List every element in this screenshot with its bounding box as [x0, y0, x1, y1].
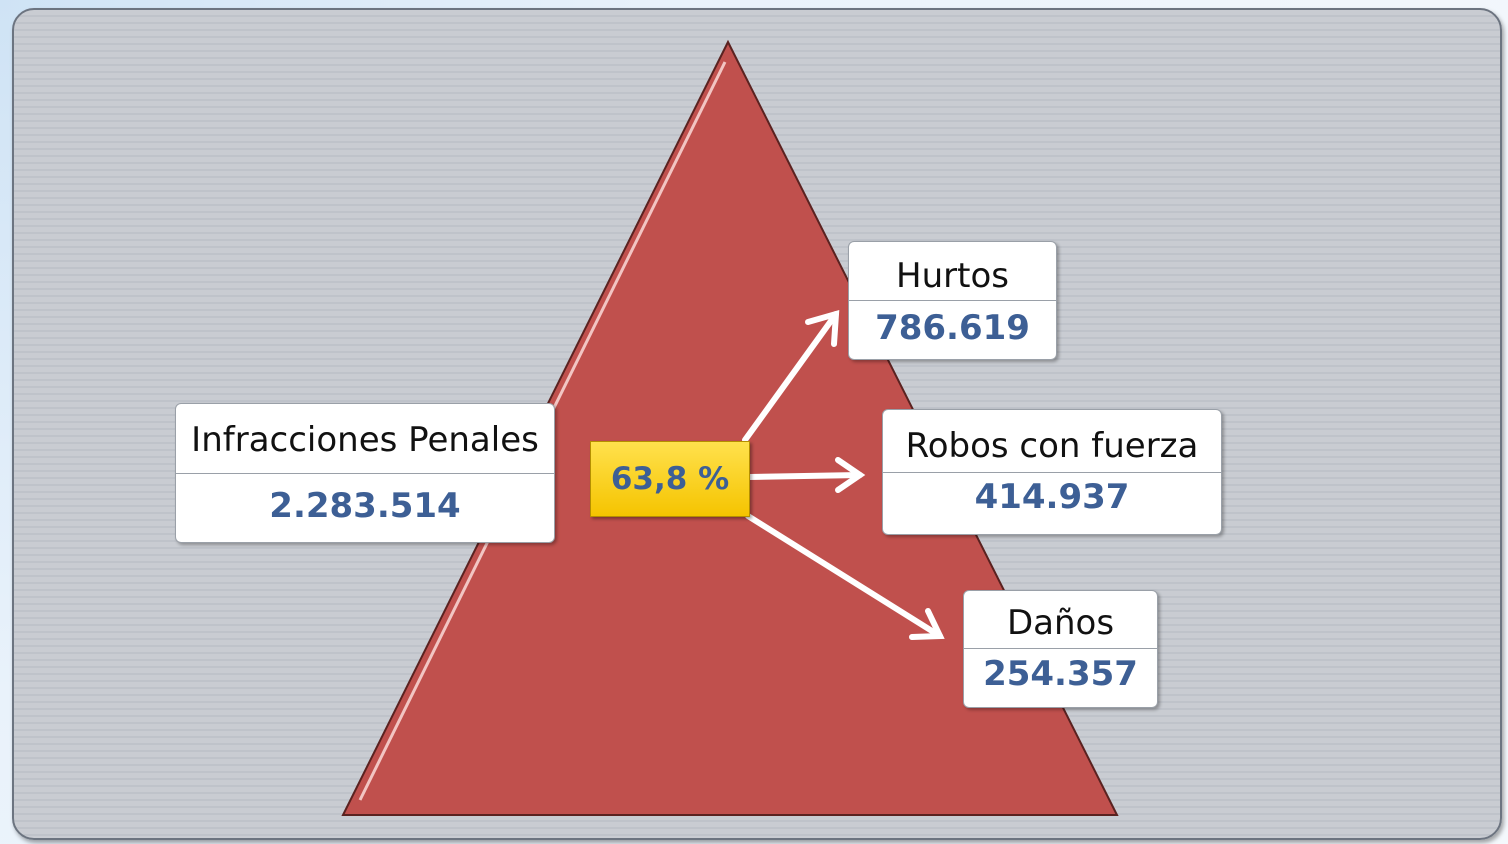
value: 2.283.514: [269, 486, 461, 526]
node-box: Hurtos 786.619: [848, 241, 1057, 360]
divider: [883, 472, 1221, 473]
node-box: Daños 254.357: [963, 590, 1158, 708]
share: 63,8 %: [590, 441, 750, 517]
arrow-head: [835, 457, 866, 493]
label: Hurtos: [896, 256, 1009, 296]
label: Daños: [1006, 603, 1115, 643]
label: Robos con fuerza: [905, 426, 1199, 466]
divider: [849, 300, 1056, 301]
divider: [964, 648, 1157, 649]
arrows: [742, 309, 945, 640]
value: 786.619: [875, 308, 1030, 348]
arrow-head: [805, 309, 840, 347]
node-box: Robos con fuerza 414.937: [882, 409, 1222, 535]
label: Infracciones Penales: [191, 420, 539, 460]
value: 254.357: [983, 654, 1138, 694]
value: 414.937: [974, 477, 1130, 517]
divider: [176, 473, 554, 474]
arrow-head: [909, 608, 945, 640]
arrow: [747, 472, 863, 480]
source-box: Infracciones Penales 2.283.514: [175, 403, 555, 543]
arrow: [745, 513, 943, 639]
arrow: [742, 311, 839, 443]
